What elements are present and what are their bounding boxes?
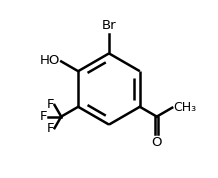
Text: F: F (46, 98, 54, 111)
Text: F: F (46, 122, 54, 135)
Text: CH₃: CH₃ (173, 101, 196, 114)
Text: Br: Br (102, 19, 116, 32)
Text: HO: HO (40, 54, 60, 67)
Text: O: O (152, 136, 162, 149)
Text: F: F (40, 110, 47, 123)
